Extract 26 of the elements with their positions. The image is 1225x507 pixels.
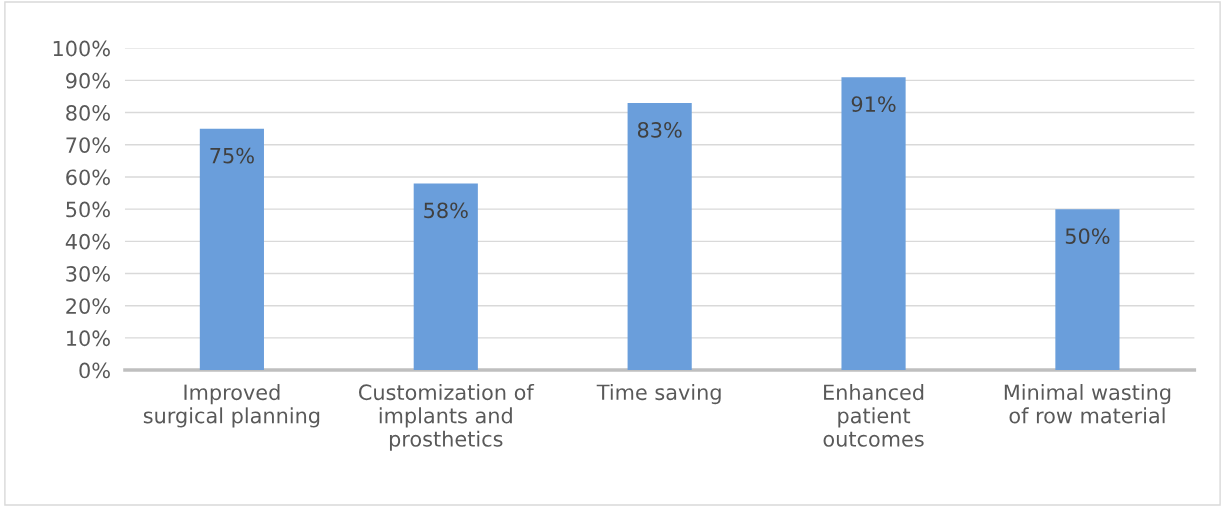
- data-label: 91%: [851, 96, 896, 112]
- bar: [413, 183, 478, 371]
- x-tick-label: Minimal wasting of row material: [1004, 384, 1171, 424]
- bar: [841, 77, 906, 371]
- data-label: 58%: [424, 202, 468, 219]
- y-tick-label: 0%: [79, 362, 110, 379]
- y-tick-label: 50%: [66, 201, 110, 218]
- data-label: 50%: [1065, 228, 1110, 244]
- bar: [199, 128, 264, 371]
- y-tick-label: 80%: [66, 105, 110, 121]
- data-label: 83%: [637, 121, 682, 138]
- y-tick-label: 20%: [66, 298, 110, 314]
- y-tick-label: 90%: [66, 72, 110, 89]
- y-tick-label: 60%: [66, 169, 110, 186]
- y-tick-label: 40%: [65, 233, 110, 250]
- y-tick-label: 70%: [66, 137, 110, 153]
- y-tick-label: 10%: [67, 330, 110, 347]
- bar: [627, 102, 692, 371]
- y-tick-label: 30%: [66, 265, 110, 282]
- x-tick-label: Improved surgical planning: [143, 384, 320, 428]
- y-tick-label: 100%: [53, 40, 110, 57]
- bar: [1055, 209, 1120, 371]
- x-tick-label: Customization of implants and prosthetics: [358, 384, 535, 451]
- x-tick-label: Enhanced patient outcomes: [823, 384, 924, 447]
- data-label: 75%: [210, 147, 254, 164]
- x-tick-label: Time saving: [596, 384, 721, 405]
